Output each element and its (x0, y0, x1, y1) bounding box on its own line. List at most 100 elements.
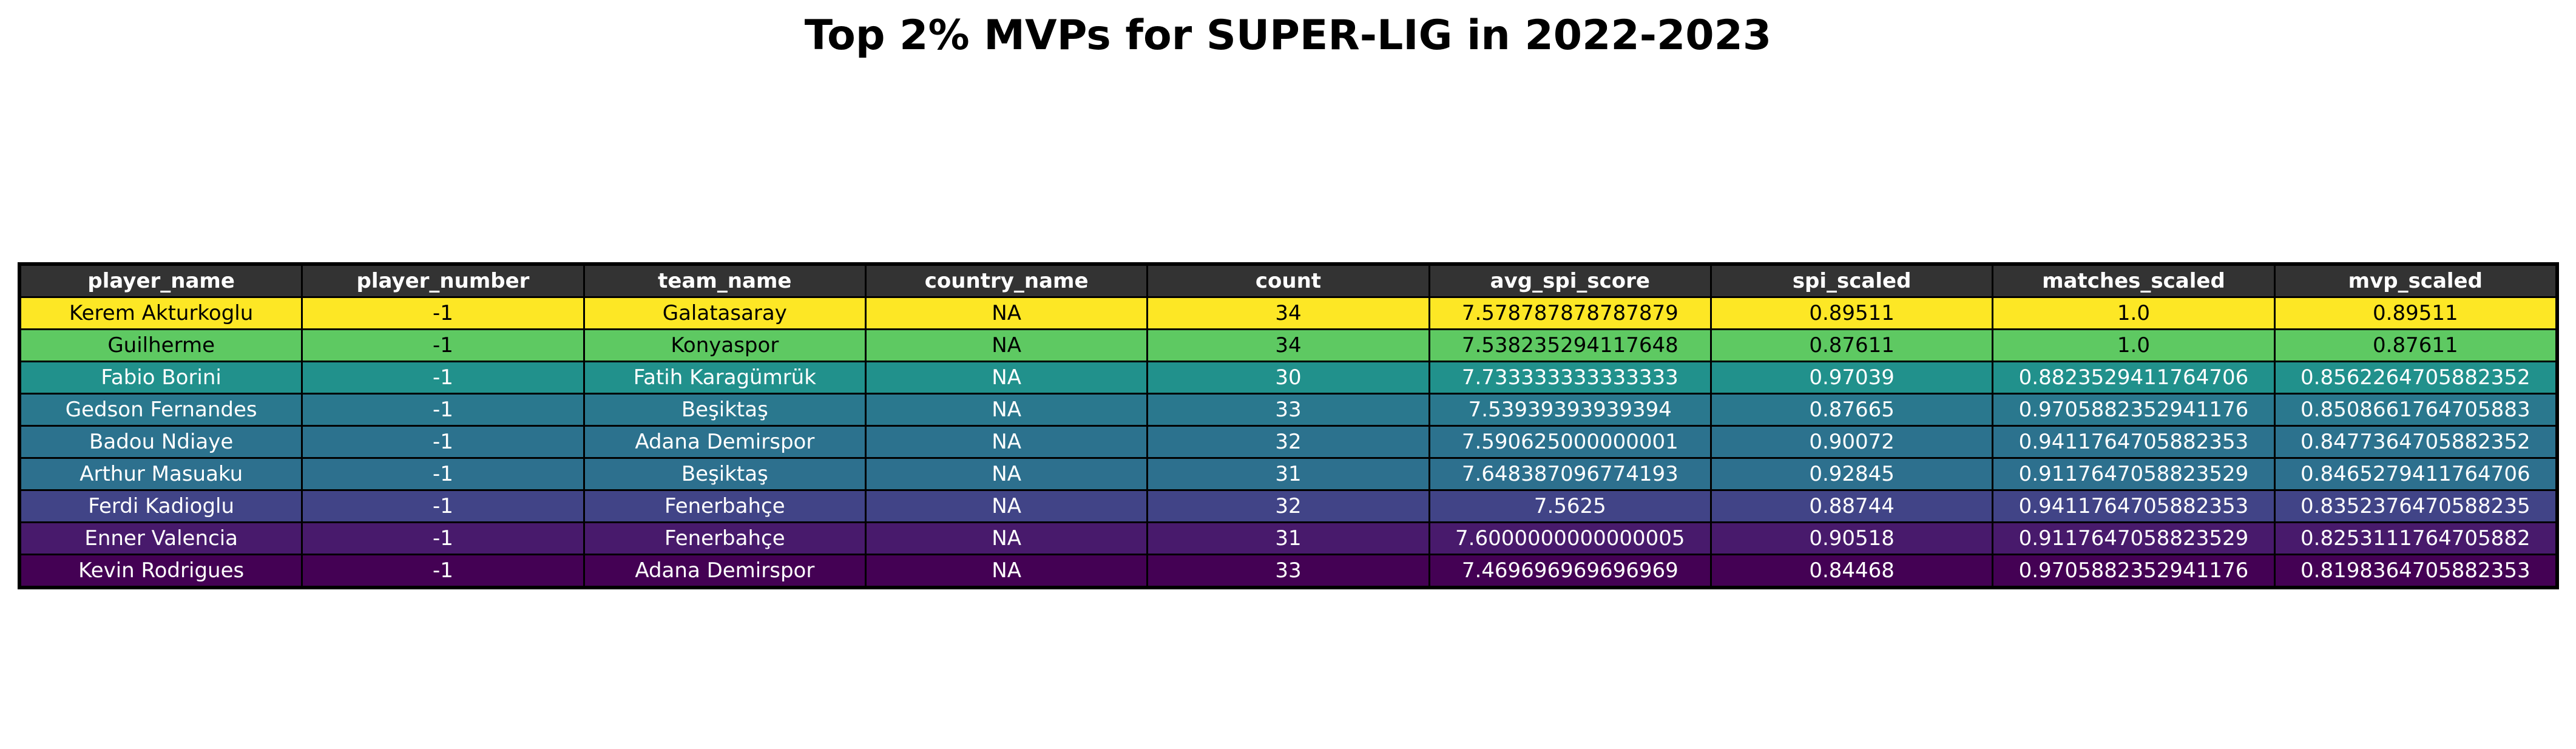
table-row: Arthur Masuaku -1 Beşiktaş NA 31 7.6483870967… (19, 457, 2558, 491)
cell-team-name: Adana Demirspor (583, 425, 867, 459)
cell-matches-scaled: 1.0 (1992, 328, 2276, 362)
cell-avg-spi-score: 7.6000000000000005 (1428, 521, 1712, 555)
cell-avg-spi-score: 7.53939393939394 (1428, 393, 1712, 427)
cell-team-name: Fenerbahçe (583, 489, 867, 523)
cell-spi-scaled: 0.90072 (1709, 425, 1994, 459)
cell-player-name: Badou Ndiaye (19, 425, 303, 459)
cell-country-name: NA (864, 554, 1149, 588)
cell-country-name: NA (864, 296, 1149, 330)
header-spi-scaled: spi_scaled (1709, 264, 1994, 298)
table-row: Kevin Rodrigues -1 Adana Demirspor NA 33 7.46… (19, 554, 2558, 588)
cell-count: 31 (1146, 521, 1430, 555)
cell-count: 32 (1146, 489, 1430, 523)
cell-count: 32 (1146, 425, 1430, 459)
table-row: Badou Ndiaye -1 Adana Demirspor NA 32 7.59062… (19, 425, 2558, 459)
table-header: player_name player_number team_name coun… (19, 264, 2558, 298)
cell-mvp-scaled: 0.89511 (2273, 296, 2558, 330)
table-row: Ferdi Kadioglu -1 Fenerbahçe NA 32 7.5625 0.88… (19, 489, 2558, 523)
cell-player-number: -1 (301, 296, 585, 330)
cell-player-number: -1 (301, 554, 585, 588)
cell-team-name: Galatasaray (583, 296, 867, 330)
cell-avg-spi-score: 7.578787878787879 (1428, 296, 1712, 330)
cell-mvp-scaled: 0.8198364705882353 (2273, 554, 2558, 588)
cell-avg-spi-score: 7.469696969696969 (1428, 554, 1712, 588)
cell-spi-scaled: 0.89511 (1709, 296, 1994, 330)
cell-count: 33 (1146, 554, 1430, 588)
cell-count: 34 (1146, 296, 1430, 330)
table-row: Fabio Borini -1 Fatih Karagümrük NA 30 7.7333… (19, 361, 2558, 395)
cell-avg-spi-score: 7.648387096774193 (1428, 457, 1712, 491)
header-player-name: player_name (19, 264, 303, 298)
table-body: Kerem Akturkoglu -1 Galatasaray NA 34 7.57878… (19, 296, 2558, 588)
cell-avg-spi-score: 7.538235294117648 (1428, 328, 1712, 362)
cell-player-number: -1 (301, 361, 585, 395)
header-player-number: player_number (301, 264, 585, 298)
header-matches-scaled: matches_scaled (1992, 264, 2276, 298)
cell-country-name: NA (864, 489, 1149, 523)
cell-spi-scaled: 0.92845 (1709, 457, 1994, 491)
cell-avg-spi-score: 7.733333333333333 (1428, 361, 1712, 395)
cell-mvp-scaled: 0.8562264705882352 (2273, 361, 2558, 395)
cell-mvp-scaled: 0.8508661764705883 (2273, 393, 2558, 427)
cell-player-number: -1 (301, 521, 585, 555)
cell-team-name: Fenerbahçe (583, 521, 867, 555)
cell-matches-scaled: 0.8823529411764706 (1992, 361, 2276, 395)
cell-team-name: Beşiktaş (583, 457, 867, 491)
cell-matches-scaled: 0.9411764705882353 (1992, 425, 2276, 459)
header-team-name: team_name (583, 264, 867, 298)
cell-player-number: -1 (301, 457, 585, 491)
cell-matches-scaled: 1.0 (1992, 296, 2276, 330)
cell-matches-scaled: 0.9117647058823529 (1992, 457, 2276, 491)
cell-spi-scaled: 0.97039 (1709, 361, 1994, 395)
table-row: Kerem Akturkoglu -1 Galatasaray NA 34 7.57878… (19, 296, 2558, 330)
cell-player-name: Guilherme (19, 328, 303, 362)
header-avg-spi-score: avg_spi_score (1428, 264, 1712, 298)
cell-team-name: Adana Demirspor (583, 554, 867, 588)
cell-team-name: Konyaspor (583, 328, 867, 362)
cell-avg-spi-score: 7.5625 (1428, 489, 1712, 523)
cell-spi-scaled: 0.84468 (1709, 554, 1994, 588)
cell-player-name: Gedson Fernandes (19, 393, 303, 427)
cell-player-name: Arthur Masuaku (19, 457, 303, 491)
cell-player-name: Enner Valencia (19, 521, 303, 555)
cell-spi-scaled: 0.87665 (1709, 393, 1994, 427)
cell-matches-scaled: 0.9117647058823529 (1992, 521, 2276, 555)
cell-player-number: -1 (301, 489, 585, 523)
cell-country-name: NA (864, 521, 1149, 555)
cell-player-name: Kevin Rodrigues (19, 554, 303, 588)
cell-player-number: -1 (301, 425, 585, 459)
cell-spi-scaled: 0.88744 (1709, 489, 1994, 523)
cell-player-number: -1 (301, 393, 585, 427)
mvp-table-container: player_name player_number team_name coun… (18, 262, 2559, 589)
cell-team-name: Fatih Karagümrük (583, 361, 867, 395)
cell-player-name: Fabio Borini (19, 361, 303, 395)
cell-spi-scaled: 0.87611 (1709, 328, 1994, 362)
cell-country-name: NA (864, 328, 1149, 362)
cell-count: 30 (1146, 361, 1430, 395)
cell-player-number: -1 (301, 328, 585, 362)
cell-country-name: NA (864, 457, 1149, 491)
cell-country-name: NA (864, 425, 1149, 459)
cell-team-name: Beşiktaş (583, 393, 867, 427)
cell-avg-spi-score: 7.590625000000001 (1428, 425, 1712, 459)
header-count: count (1146, 264, 1430, 298)
table-row: Gedson Fernandes -1 Beşiktaş NA 33 7.53939393… (19, 393, 2558, 427)
table-row: Enner Valencia -1 Fenerbahçe NA 31 7.60000000… (19, 521, 2558, 555)
cell-matches-scaled: 0.9411764705882353 (1992, 489, 2276, 523)
cell-player-name: Ferdi Kadioglu (19, 489, 303, 523)
mvp-table: player_name player_number team_name coun… (19, 264, 2558, 588)
cell-count: 34 (1146, 328, 1430, 362)
cell-spi-scaled: 0.90518 (1709, 521, 1994, 555)
cell-country-name: NA (864, 361, 1149, 395)
cell-player-name: Kerem Akturkoglu (19, 296, 303, 330)
cell-mvp-scaled: 0.8465279411764706 (2273, 457, 2558, 491)
cell-mvp-scaled: 0.87611 (2273, 328, 2558, 362)
header-mvp-scaled: mvp_scaled (2273, 264, 2558, 298)
chart-title: Top 2% MVPs for SUPER-LIG in 2022-2023 (804, 12, 1772, 59)
cell-count: 33 (1146, 393, 1430, 427)
cell-mvp-scaled: 0.8352376470588235 (2273, 489, 2558, 523)
cell-matches-scaled: 0.9705882352941176 (1992, 554, 2276, 588)
cell-mvp-scaled: 0.8253111764705882 (2273, 521, 2558, 555)
cell-mvp-scaled: 0.8477364705882352 (2273, 425, 2558, 459)
header-row: player_name player_number team_name coun… (19, 264, 2558, 298)
